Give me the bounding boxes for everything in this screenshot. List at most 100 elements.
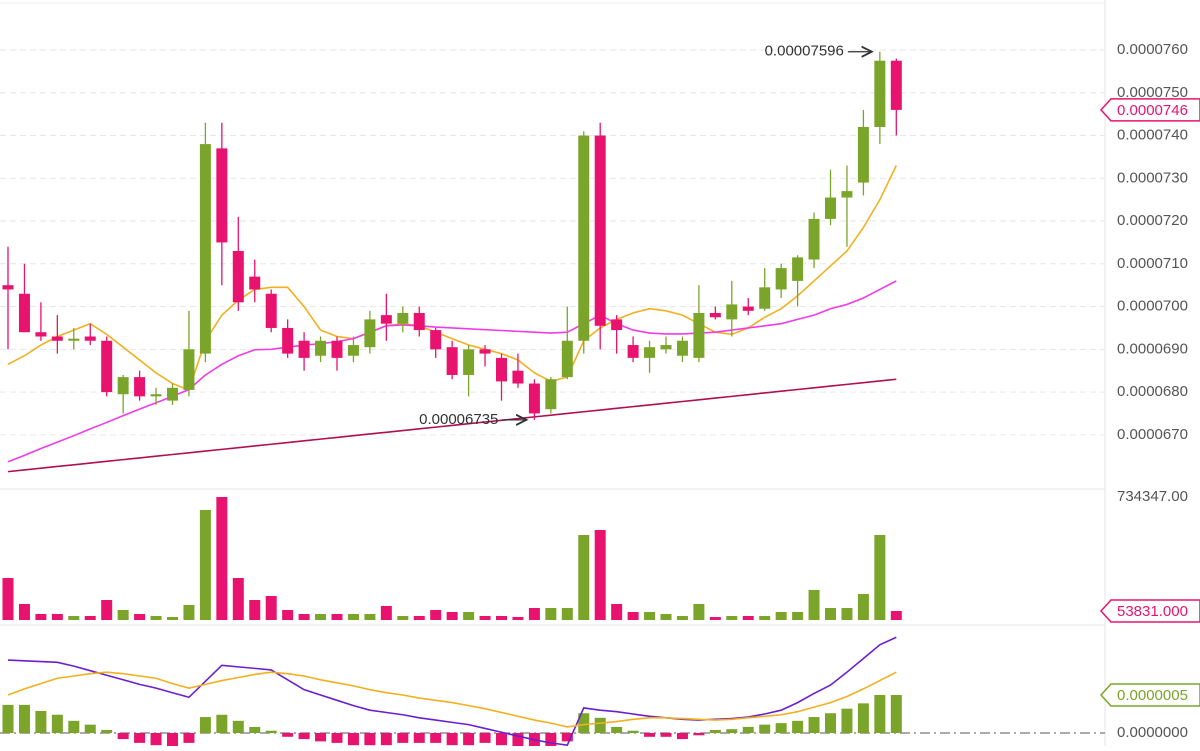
volume-bar: [676, 616, 688, 620]
histogram-bar: [594, 717, 606, 734]
volume-bar: [528, 608, 540, 620]
last-macd-tag-box: [1099, 683, 1200, 707]
candle-body: [413, 312, 425, 331]
last-price-tag: 0.0000746: [1099, 98, 1200, 122]
last-macd-tag: 0.0000005: [1099, 683, 1200, 707]
histogram-bar: [726, 729, 738, 734]
volume-bar: [808, 590, 820, 620]
histogram-bar: [101, 729, 113, 734]
y-tick-label: 0.0000700: [1117, 298, 1188, 315]
volume-bar: [792, 612, 804, 620]
histogram-bar: [512, 733, 524, 746]
candle-body: [249, 276, 261, 290]
candle-body: [117, 377, 129, 395]
volume-bar: [117, 610, 129, 620]
candle-body: [282, 327, 294, 354]
volume-bar: [742, 616, 754, 620]
histogram-bar: [2, 704, 14, 734]
last-volume-tag: 53831.000: [1099, 599, 1200, 623]
histogram-bar: [463, 733, 475, 746]
histogram-bar: [249, 726, 261, 734]
histogram-bar: [808, 717, 820, 734]
histogram-bar: [759, 724, 771, 734]
histogram-bar: [660, 733, 672, 737]
y-tick-label: 0.0000760: [1117, 41, 1188, 58]
histogram-bar: [364, 733, 376, 746]
series-line: [7, 378, 897, 473]
volume-bar: [644, 612, 656, 620]
volume-bar: [545, 608, 557, 620]
volume-bar: [825, 608, 836, 620]
candle-body: [808, 218, 820, 260]
volume-bar: [347, 614, 359, 620]
histogram-bar: [397, 733, 409, 743]
candle-body: [265, 293, 277, 328]
candle-body: [183, 349, 195, 390]
candle-body: [18, 293, 30, 333]
volume-bar: [134, 614, 146, 620]
histogram-bar: [825, 713, 836, 734]
candle-body: [331, 340, 343, 358]
candle-body: [479, 349, 491, 354]
histogram-bar: [709, 729, 721, 734]
candle-body: [68, 338, 80, 341]
volume-bar: [18, 604, 30, 620]
candle-body: [2, 285, 14, 290]
candle-body: [759, 287, 771, 309]
y-tick-label: 0.0000730: [1117, 169, 1188, 186]
volume-bar: [693, 604, 705, 620]
volume-bar: [298, 614, 310, 620]
candle-body: [676, 340, 688, 356]
volume-bar: [35, 614, 47, 620]
candle-body: [792, 257, 804, 281]
histogram-bar: [792, 720, 804, 734]
volume-bar: [199, 510, 211, 620]
histogram-bar: [742, 726, 754, 734]
volume-bar: [51, 614, 63, 620]
candle-body: [726, 304, 738, 320]
candle-body: [315, 340, 327, 356]
volume-bar: [216, 497, 228, 620]
candle-body: [134, 377, 146, 397]
histogram-bar: [51, 714, 63, 734]
candle-body: [578, 135, 590, 341]
volume-bar: [397, 616, 409, 620]
histogram-bar: [315, 733, 327, 742]
histogram-bar: [18, 704, 30, 734]
volume-bar: [578, 535, 590, 620]
candle-body: [545, 379, 557, 410]
histogram-bar: [134, 733, 146, 743]
y-tick-label: 0.0000000: [1117, 724, 1188, 741]
volume-bar: [446, 612, 458, 620]
y-tick-label: 0.0000670: [1117, 426, 1188, 443]
histogram-bar: [775, 723, 787, 734]
histogram-bar: [380, 733, 392, 746]
y-tick-label: 0.0000750: [1117, 84, 1188, 101]
histogram-bar: [117, 733, 129, 740]
candle-body: [347, 345, 359, 356]
histogram-bar: [627, 730, 639, 734]
last-macd-tag-text: 0.0000005: [1117, 687, 1188, 704]
y-tick-label: 734347.00: [1117, 488, 1188, 505]
volume-bar: [380, 606, 392, 620]
histogram-bar: [578, 713, 590, 734]
candle-body: [380, 315, 392, 324]
volume-bar: [282, 610, 294, 620]
histogram-bar: [676, 733, 688, 740]
candle-body: [496, 357, 507, 382]
histogram-bar: [644, 733, 656, 737]
candle-body: [446, 347, 458, 375]
histogram-bar: [430, 733, 442, 743]
volume-bar: [68, 616, 80, 620]
volume-bar: [759, 616, 771, 620]
candle-body: [150, 394, 162, 397]
candle-body: [232, 250, 244, 303]
volume-bar: [430, 610, 442, 620]
volume-bar: [315, 614, 327, 620]
candle-body: [594, 135, 606, 326]
histogram-bar: [298, 733, 310, 740]
candle-body: [874, 60, 886, 127]
histogram-bar: [150, 733, 162, 746]
